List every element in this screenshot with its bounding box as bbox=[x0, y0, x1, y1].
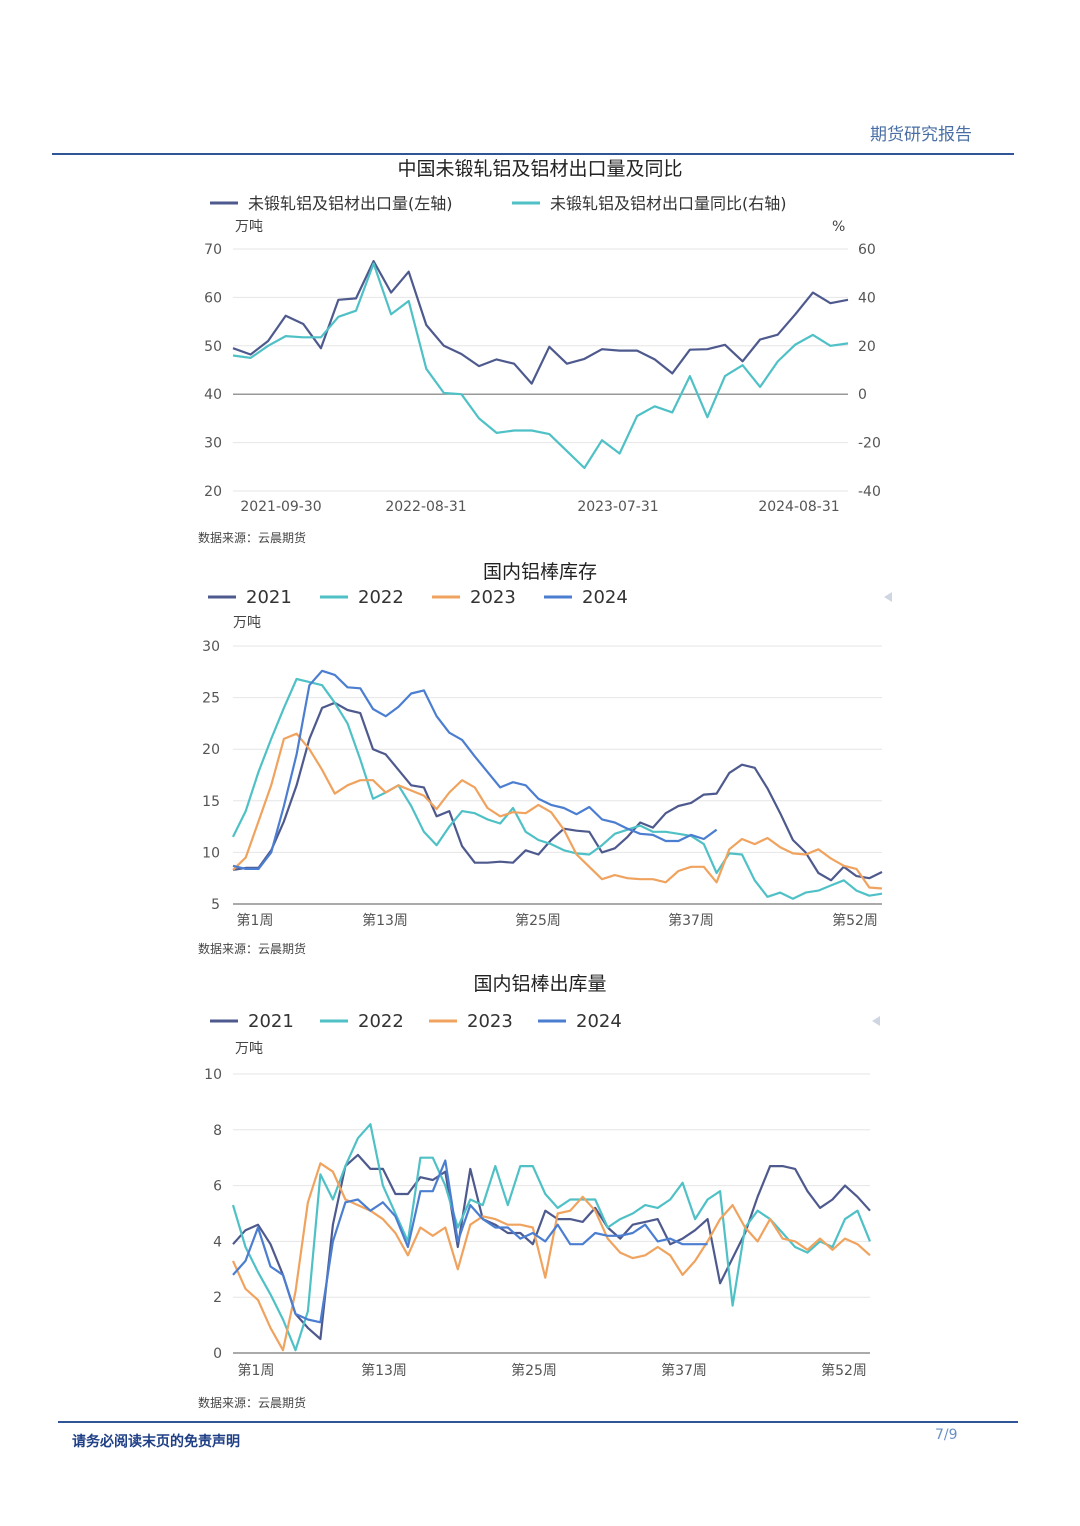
y-tick-label: 5 bbox=[211, 897, 220, 913]
data-source-note: 数据来源：云晨期货 bbox=[198, 941, 306, 956]
series-line-4 bbox=[232, 669, 718, 871]
report-header-title: 期货研究报告 bbox=[870, 125, 972, 145]
y-tick-label: 50 bbox=[204, 339, 222, 355]
series-line-3 bbox=[232, 732, 883, 890]
legend-page-arrow-icon[interactable] bbox=[872, 1016, 880, 1026]
y-tick-label: 40 bbox=[204, 387, 222, 403]
series-line-1 bbox=[232, 701, 883, 882]
chart-rod-outbound: 国内铝棒出库量 2021 2022 2023 2024 万吨 10 8 6 4 2 0 第1… bbox=[204, 973, 880, 1379]
disclaimer-note: 请务必阅读末页的免责声明 bbox=[72, 1434, 240, 1450]
chart-title: 国内铝棒库存 bbox=[483, 561, 597, 583]
x-tick-label: 第37周 bbox=[661, 1362, 707, 1379]
y-tick-label: 70 bbox=[204, 242, 222, 258]
header-divider bbox=[52, 153, 1014, 155]
x-tick-label: 第13周 bbox=[361, 1362, 407, 1379]
chart-rod-inventory: 国内铝棒库存 2021 2022 2023 2024 万吨 30 25 20 15 10… bbox=[202, 561, 892, 929]
y-tick-label-right: 40 bbox=[858, 290, 876, 306]
legend-label: 2023 bbox=[470, 587, 516, 608]
x-tick-label: 第1周 bbox=[238, 1362, 275, 1379]
legend-label: 未锻轧铝及铝材出口量同比(右轴) bbox=[550, 194, 787, 213]
x-tick-label: 第52周 bbox=[821, 1362, 867, 1379]
y-tick-label: 4 bbox=[213, 1234, 222, 1250]
chart-export-volume: 中国未锻轧铝及铝材出口量及同比 未锻轧铝及铝材出口量(左轴) 未锻轧铝及铝材出口… bbox=[204, 158, 881, 515]
legend-label: 2022 bbox=[358, 587, 404, 608]
footer-divider bbox=[58, 1421, 1018, 1423]
y-axis-unit: 万吨 bbox=[235, 1041, 263, 1057]
legend-label: 2021 bbox=[246, 587, 292, 608]
legend-label: 2023 bbox=[467, 1011, 513, 1032]
y-tick-label: 20 bbox=[204, 484, 222, 500]
y-tick-label: 20 bbox=[202, 742, 220, 758]
y-tick-label-right: -40 bbox=[858, 484, 881, 500]
data-source-note: 数据来源：云晨期货 bbox=[198, 1395, 306, 1410]
legend-label: 未锻轧铝及铝材出口量(左轴) bbox=[248, 194, 453, 213]
y-tick-label: 6 bbox=[213, 1179, 222, 1195]
x-tick-label: 第13周 bbox=[362, 912, 408, 929]
x-tick-label: 第37周 bbox=[668, 912, 714, 929]
legend-label: 2024 bbox=[576, 1011, 622, 1032]
y-tick-label: 30 bbox=[204, 436, 222, 452]
legend-label: 2024 bbox=[582, 587, 628, 608]
legend-label: 2022 bbox=[358, 1011, 404, 1032]
x-tick-label: 2022-08-31 bbox=[385, 499, 466, 515]
x-tick-label: 2024-08-31 bbox=[758, 499, 839, 515]
series-line-2 bbox=[232, 677, 883, 900]
x-tick-label: 第25周 bbox=[511, 1362, 557, 1379]
page-number: 7/9 bbox=[935, 1427, 958, 1443]
x-tick-label: 2021-09-30 bbox=[240, 499, 321, 515]
x-tick-label: 第52周 bbox=[832, 912, 878, 929]
y-tick-label: 10 bbox=[202, 845, 220, 861]
series-line-2 bbox=[232, 262, 849, 470]
chart-title: 中国未锻轧铝及铝材出口量及同比 bbox=[397, 158, 682, 180]
series-line-1 bbox=[232, 260, 849, 385]
x-tick-label: 2023-07-31 bbox=[577, 499, 658, 515]
y-tick-label: 30 bbox=[202, 639, 220, 655]
series-line-3 bbox=[231, 1162, 871, 1352]
y-axis-unit-right: % bbox=[832, 219, 845, 235]
y-tick-label: 15 bbox=[202, 794, 220, 810]
y-tick-label-right: 20 bbox=[858, 339, 876, 355]
y-tick-label-right: 0 bbox=[858, 387, 867, 403]
y-tick-label-right: 60 bbox=[858, 242, 876, 258]
x-tick-label: 第25周 bbox=[515, 912, 561, 929]
legend-page-arrow-icon[interactable] bbox=[884, 592, 892, 602]
y-tick-label: 8 bbox=[213, 1123, 222, 1139]
y-tick-label: 60 bbox=[204, 290, 222, 306]
x-tick-label: 第1周 bbox=[237, 912, 274, 929]
chart-title: 国内铝棒出库量 bbox=[473, 973, 606, 995]
y-tick-label-right: -20 bbox=[858, 436, 881, 452]
y-axis-unit-left: 万吨 bbox=[235, 219, 263, 235]
series-line-2 bbox=[231, 1123, 872, 1352]
y-axis-unit: 万吨 bbox=[233, 615, 261, 631]
y-tick-label: 0 bbox=[213, 1346, 222, 1362]
series-line-4 bbox=[232, 1159, 708, 1324]
y-tick-label: 10 bbox=[204, 1067, 222, 1083]
y-tick-label: 25 bbox=[202, 691, 220, 707]
y-tick-label: 2 bbox=[213, 1290, 222, 1306]
legend-label: 2021 bbox=[248, 1011, 294, 1032]
series-line-1 bbox=[232, 1153, 871, 1341]
data-source-note: 数据来源：云晨期货 bbox=[198, 530, 306, 545]
